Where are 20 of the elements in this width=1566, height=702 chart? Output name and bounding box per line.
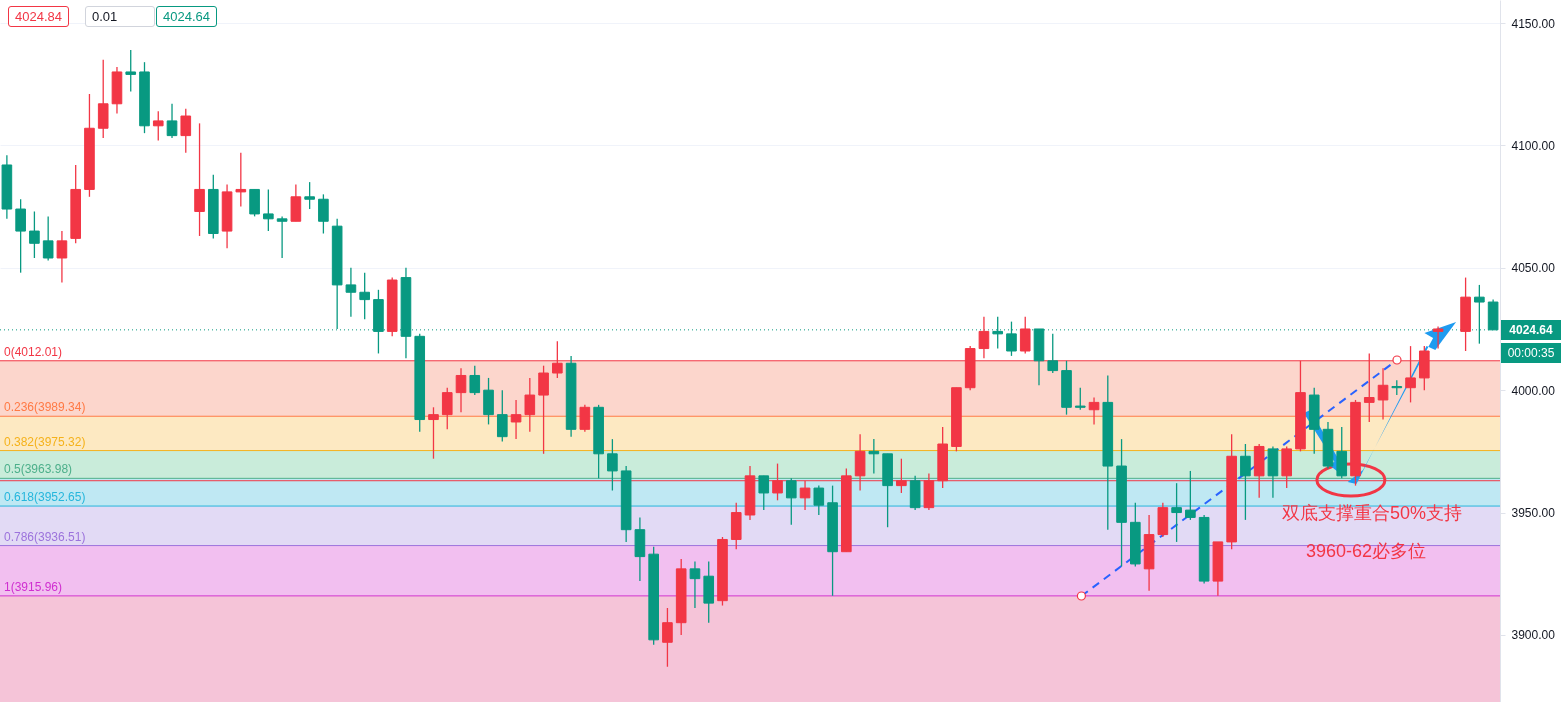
text: 00:00:35	[1501, 343, 1561, 363]
ref-line-label: 0(4012.01)	[4, 344, 63, 359]
y-tick-label: 4000.00	[1511, 383, 1556, 398]
ref-line-label: 4024.64	[1501, 319, 1561, 340]
y-tick-label: 4100.00	[1511, 138, 1556, 153]
annotation: 4024.64	[156, 6, 217, 27]
y-tick-label: 3900.00	[1511, 628, 1556, 643]
ref-line-label: 0.382(3975.32)	[4, 434, 86, 449]
y-tick-label: 4150.00	[1511, 16, 1556, 31]
ref-line-label: 0.5(3963.98)	[4, 462, 73, 477]
ref-line-label: 0.618(3952.65)	[4, 490, 86, 505]
input-field: 0.01	[85, 6, 155, 27]
y-tick-label: 3950.00	[1511, 506, 1556, 521]
annotation: 4024.84	[8, 6, 69, 27]
ref-line-label: 0.786(3936.51)	[4, 529, 86, 544]
y-tick-label: 4050.00	[1511, 261, 1556, 276]
annotation: 双底支撑重合50%支持	[1282, 502, 1463, 525]
ref-line-label: 1(3915.96)	[4, 579, 63, 594]
annotation: 3960-62必多位	[1306, 540, 1427, 563]
ref-line-label: 0.236(3989.34)	[4, 400, 86, 415]
